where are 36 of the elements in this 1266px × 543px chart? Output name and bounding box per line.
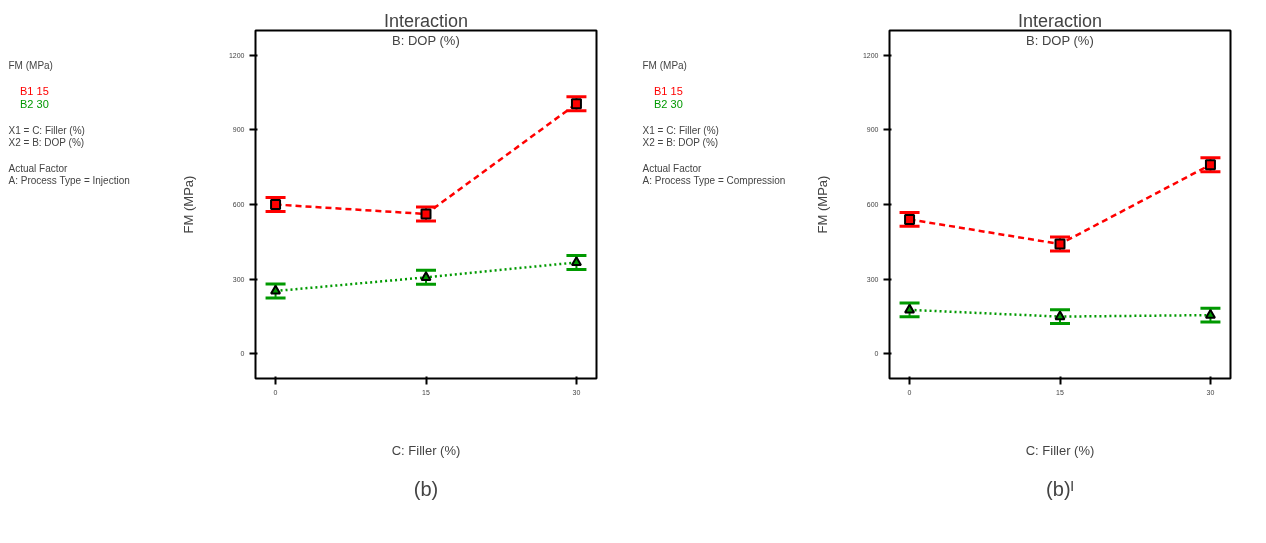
point [1054,310,1066,321]
point [570,98,582,110]
point [904,213,916,225]
text: X1 = C: Filler (%) [8,125,85,136]
point [1204,308,1216,319]
x-axis-title: C: Filler (%) [391,442,461,458]
text: B1 15 [20,85,49,97]
text: FM (MPa) [8,60,53,71]
y-axis-title: FM (MPa) [814,175,830,234]
text: Actual Factor [8,163,69,174]
y-axis-title: FM (MPa) [180,175,196,234]
chart-subtitle: B: DOP (%) [392,32,460,48]
text: Actual Factor [642,163,703,174]
chart-title: Interaction [383,10,469,31]
chart-title: Interaction [1017,10,1103,31]
text: X2 = B: DOP (%) [642,137,719,148]
text: (b)ᴵ [1046,477,1074,500]
text: FM (MPa) [642,60,687,71]
point [420,271,432,281]
point [1054,238,1066,250]
text: B1 15 [654,85,683,97]
text: X1 = C: Filler (%) [642,125,719,136]
point [420,208,432,220]
x-axis-title: C: Filler (%) [1025,442,1095,458]
chart-subtitle: B: DOP (%) [1026,32,1094,48]
text: A: Process Type = Injection [8,175,130,186]
point [904,303,916,314]
point [1204,159,1216,171]
point [570,256,582,267]
text: A: Process Type = Compression [642,175,786,186]
point [270,284,282,295]
text: X2 = B: DOP (%) [8,137,85,148]
text: (b) [413,477,439,500]
text: B2 30 [20,98,49,110]
text: B2 30 [654,98,683,110]
point [270,199,282,210]
